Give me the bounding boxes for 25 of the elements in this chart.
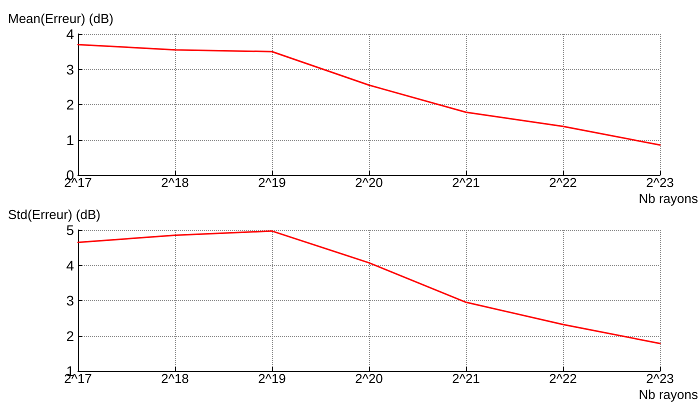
y-axis-title: Mean(Erreur) (dB) (8, 11, 114, 26)
x-axis-title: Nb rayons (638, 191, 698, 206)
x-axis-title: Nb rayons (638, 387, 698, 402)
x-tick-label: 2^21 (452, 371, 480, 386)
line-series (77, 44, 661, 146)
y-tick-label: 2 (66, 96, 74, 112)
x-tick-label: 2^18 (161, 371, 189, 386)
x-tick-label: 2^18 (161, 175, 189, 190)
y-tick-label: 4 (66, 26, 74, 42)
y-tick-label: 1 (66, 132, 74, 148)
y-tick-label: 5 (66, 222, 74, 238)
x-tick-label: 2^23 (646, 175, 674, 190)
x-tick-label: 2^22 (549, 175, 577, 190)
x-tick-label: 2^22 (549, 371, 577, 386)
x-tick-label: 2^19 (258, 371, 286, 386)
y-tick-label: 3 (66, 61, 74, 78)
y-tick-label: 4 (66, 257, 74, 274)
y-tick-label: 2 (66, 328, 74, 344)
y-tick-label: 3 (66, 292, 74, 308)
y-axis-title: Std(Erreur) (dB) (8, 207, 100, 222)
x-tick-label: 2^20 (355, 371, 383, 386)
x-tick-label: 2^23 (646, 371, 674, 386)
x-tick-label: 2^21 (452, 175, 480, 190)
x-tick-label: 2^20 (355, 175, 383, 190)
x-tick-label: 2^19 (258, 175, 286, 190)
